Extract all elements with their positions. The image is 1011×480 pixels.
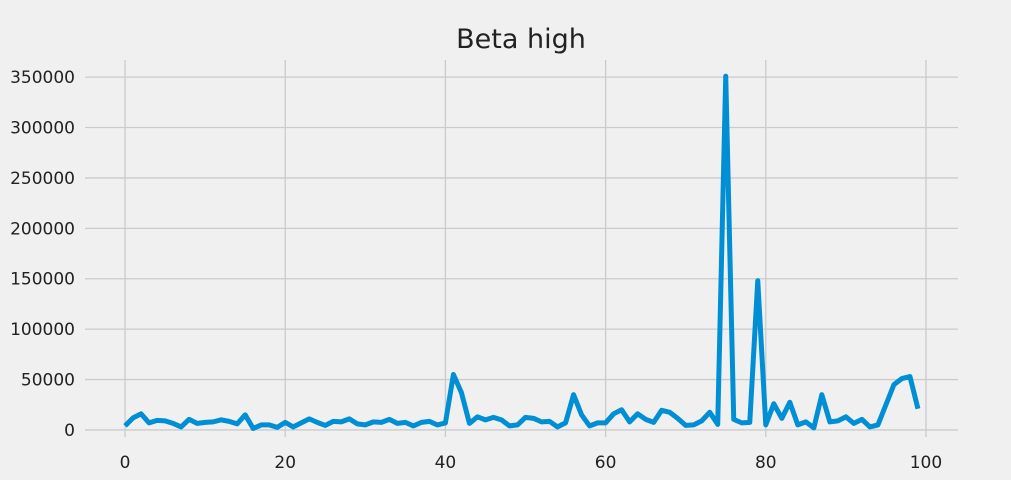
y-tick-label: 150000 — [10, 270, 75, 290]
x-tick-label: 100 — [910, 453, 942, 473]
x-tick-label: 80 — [755, 453, 777, 473]
y-tick-label: 0 — [64, 421, 75, 441]
x-tick-label: 20 — [274, 453, 296, 473]
y-axis-ticks: 0 50000 100000 150000 200000 250000 300000 3500… — [10, 68, 75, 441]
x-gridlines — [124, 60, 927, 437]
x-axis-ticks: 0 20 40 60 80 100 — [120, 453, 943, 473]
y-tick-label: 350000 — [10, 68, 75, 88]
x-tick-label: 60 — [595, 453, 617, 473]
y-tick-label: 50000 — [21, 371, 75, 391]
x-tick-label: 0 — [120, 453, 131, 473]
x-tick-label: 40 — [435, 453, 457, 473]
y-gridlines — [85, 76, 958, 431]
y-tick-label: 200000 — [10, 219, 75, 239]
y-tick-label: 100000 — [10, 320, 75, 340]
chart-title: Beta high — [456, 24, 586, 55]
y-tick-label: 250000 — [10, 169, 75, 189]
y-tick-label: 300000 — [10, 119, 75, 139]
series-line — [123, 73, 921, 431]
